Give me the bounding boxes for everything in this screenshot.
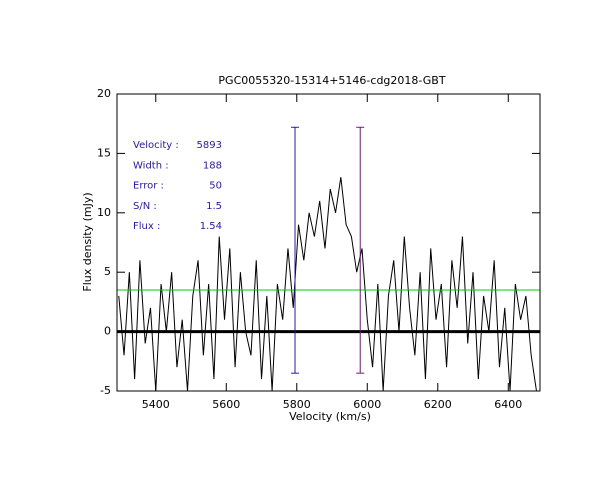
y-tick-label: 15 — [97, 146, 111, 159]
annotation-label: Velocity : — [133, 140, 179, 151]
y-axis-label: Flux density (mJy) — [81, 192, 94, 291]
annotation-label: Width : — [133, 160, 169, 171]
chart-title: PGC0055320-15314+5146-cdg2018-GBT — [218, 74, 445, 87]
x-axis-label: Velocity (km/s) — [289, 410, 371, 423]
y-tick-label: 5 — [104, 265, 111, 278]
annotation-label: Error : — [133, 181, 164, 192]
annotation-value: 1.5 — [206, 201, 222, 212]
plot-frame — [116, 93, 541, 392]
x-tick-label: 5800 — [283, 398, 311, 411]
x-tick-label: 6200 — [424, 398, 452, 411]
annotation-value: 50 — [209, 181, 222, 192]
spectrum-line — [118, 177, 537, 391]
x-tick-label: 6400 — [494, 398, 522, 411]
annotation-value: 1.54 — [200, 221, 222, 232]
y-tick-label: 10 — [97, 206, 111, 219]
y-tick-label: 20 — [97, 87, 111, 100]
annotation-label: S/N : — [133, 201, 157, 212]
y-tick-label: 0 — [104, 325, 111, 338]
x-tick-label: 5600 — [212, 398, 240, 411]
y-tick-label: -5 — [100, 384, 111, 397]
annotation-value: 5893 — [197, 140, 222, 151]
x-tick-label: 6000 — [353, 398, 381, 411]
annotation-value: 188 — [203, 160, 222, 171]
x-tick-label: 5400 — [142, 398, 170, 411]
annotation-label: Flux : — [133, 221, 160, 232]
